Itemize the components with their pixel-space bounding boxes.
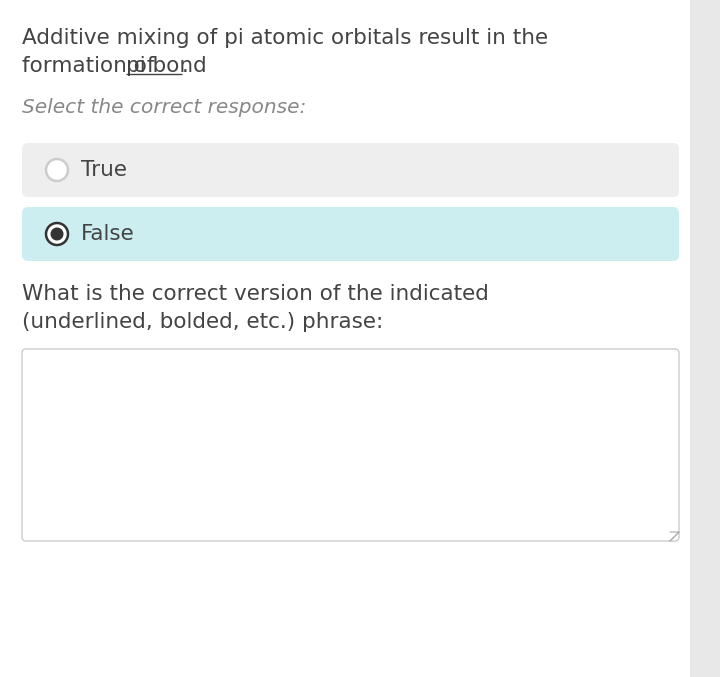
FancyBboxPatch shape (22, 349, 679, 541)
Circle shape (50, 227, 63, 240)
Circle shape (46, 159, 68, 181)
FancyBboxPatch shape (690, 0, 720, 677)
FancyBboxPatch shape (22, 207, 679, 261)
FancyBboxPatch shape (22, 143, 679, 197)
Text: .: . (182, 56, 189, 76)
Text: True: True (81, 160, 127, 180)
Text: What is the correct version of the indicated: What is the correct version of the indic… (22, 284, 489, 304)
Text: Select the correct response:: Select the correct response: (22, 98, 306, 117)
Text: formation of: formation of (22, 56, 161, 76)
Text: False: False (81, 224, 135, 244)
Text: Additive mixing of pi atomic orbitals result in the: Additive mixing of pi atomic orbitals re… (22, 28, 548, 48)
Circle shape (46, 223, 68, 245)
Text: (underlined, bolded, etc.) phrase:: (underlined, bolded, etc.) phrase: (22, 312, 383, 332)
Text: pi bond: pi bond (126, 56, 207, 76)
